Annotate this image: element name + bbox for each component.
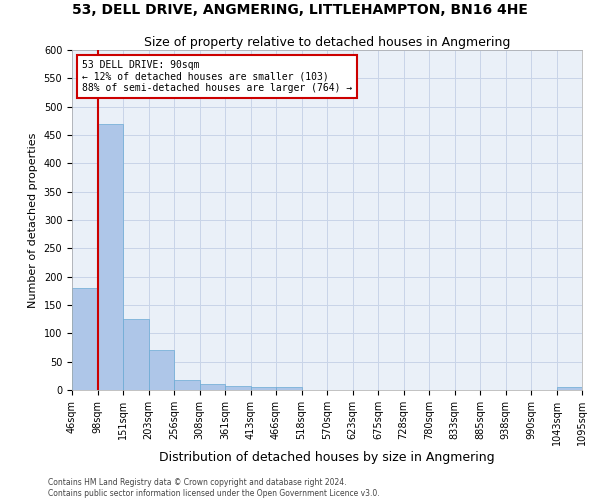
Title: Size of property relative to detached houses in Angmering: Size of property relative to detached ho… (144, 36, 510, 49)
Bar (276, 387, 302, 390)
Text: 53 DELL DRIVE: 90sqm
← 12% of detached houses are smaller (103)
88% of semi-deta: 53 DELL DRIVE: 90sqm ← 12% of detached h… (82, 60, 352, 94)
X-axis label: Distribution of detached houses by size in Angmering: Distribution of detached houses by size … (159, 450, 495, 464)
Y-axis label: Number of detached properties: Number of detached properties (28, 132, 38, 308)
Text: 53, DELL DRIVE, ANGMERING, LITTLEHAMPTON, BN16 4HE: 53, DELL DRIVE, ANGMERING, LITTLEHAMPTON… (72, 2, 528, 16)
Bar (123, 319, 149, 390)
Bar (149, 350, 174, 390)
Bar (251, 387, 276, 390)
Bar (72, 288, 97, 390)
Bar (557, 387, 582, 390)
Bar (97, 124, 123, 390)
Bar (225, 386, 251, 390)
Bar (174, 380, 199, 390)
Bar (199, 384, 225, 390)
Text: Contains HM Land Registry data © Crown copyright and database right 2024.
Contai: Contains HM Land Registry data © Crown c… (48, 478, 380, 498)
